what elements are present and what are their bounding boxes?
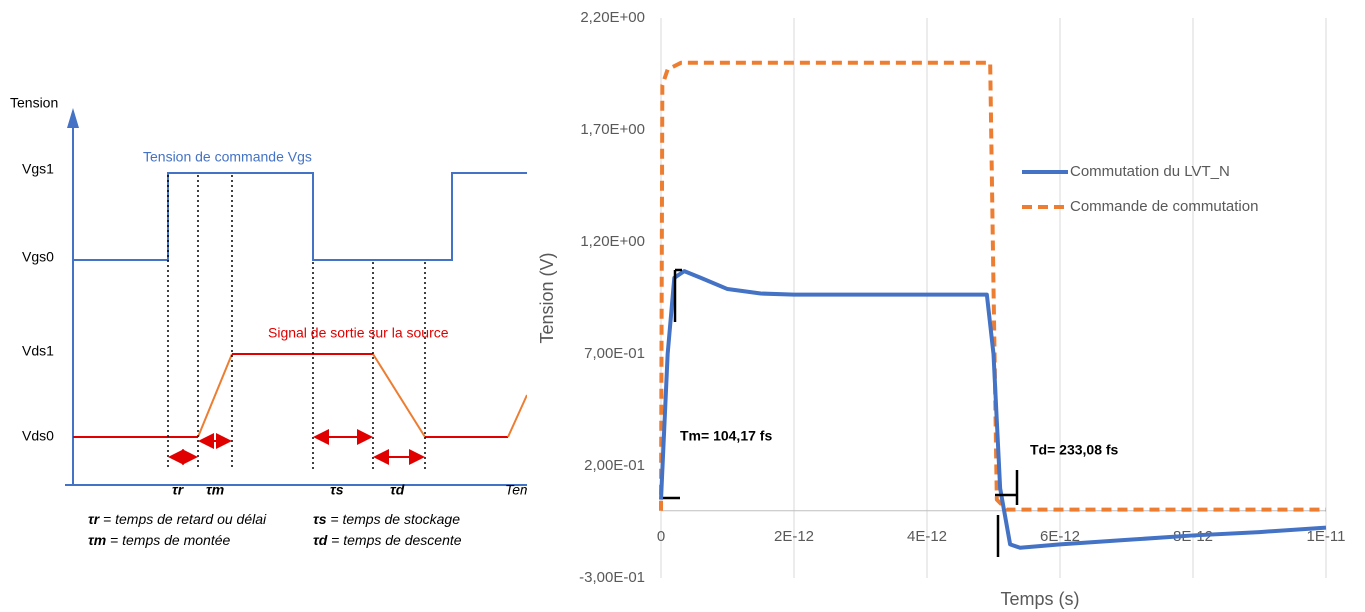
y-tick-label: 7,00E-01 bbox=[584, 345, 645, 362]
level-label: Vds0 bbox=[22, 428, 54, 444]
command-wave bbox=[73, 172, 527, 261]
x-axis-label: Temps (s) bbox=[1000, 589, 1079, 609]
annotation: Tm= 104,17 fs bbox=[680, 428, 772, 444]
diagram-x-label: Temps bbox=[505, 482, 547, 498]
chart: 0 2E-12 4E-12 6E-12 8E-12 1E-11-3,00E-012,00E… bbox=[537, 9, 1346, 609]
plot-layer: 0 2E-12 4E-12 6E-12 8E-12 1E-11-3,00E-012,00E… bbox=[579, 9, 1345, 586]
y-tick-label: -3,00E-01 bbox=[579, 569, 645, 586]
x-tick-label: 1E-11 bbox=[1307, 528, 1346, 545]
output-label: Signal de sortie sur la source bbox=[268, 325, 449, 341]
level-label: Vgs0 bbox=[22, 249, 54, 265]
interval-label: τd bbox=[390, 482, 405, 498]
legend-label: Commutation du LVT_N bbox=[1070, 163, 1230, 180]
output-wave bbox=[73, 353, 527, 438]
definition: τs = temps de stockage bbox=[313, 511, 460, 527]
legend-label: Commande de commutation bbox=[1070, 198, 1258, 215]
y-tick-label: 2,20E+00 bbox=[580, 9, 645, 26]
annotation: Td= 233,08 fs bbox=[1030, 442, 1119, 458]
interval-label: τs bbox=[330, 482, 344, 498]
x-tick-label: 6E-12 bbox=[1040, 528, 1080, 545]
command-label: Tension de commande Vgs bbox=[143, 149, 312, 165]
diagram-y-label: Tension bbox=[10, 95, 58, 111]
x-tick-label: 4E-12 bbox=[907, 528, 947, 545]
x-tick-label: 2E-12 bbox=[774, 528, 814, 545]
y-tick-label: 1,70E+00 bbox=[580, 121, 645, 138]
x-tick-label: 0 bbox=[657, 528, 665, 545]
definition: τd = temps de descente bbox=[313, 532, 462, 548]
definition: τr = temps de retard ou délai bbox=[88, 511, 267, 527]
y-tick-label: 2,00E-01 bbox=[584, 457, 645, 474]
definition: τm = temps de montée bbox=[88, 532, 231, 548]
interval-label: τm bbox=[206, 482, 224, 498]
series-line bbox=[659, 269, 1327, 550]
diagram: Tension Vgs1 Vgs0 Vds1 Vds0 Tension de c… bbox=[10, 95, 547, 548]
y-axis-label: Tension (V) bbox=[537, 252, 557, 343]
y-tick-label: 1,20E+00 bbox=[580, 233, 645, 250]
annotation-markers bbox=[663, 268, 1019, 557]
interval-label: τr bbox=[172, 482, 185, 498]
dotted-guides bbox=[167, 175, 426, 470]
level-label: Vgs1 bbox=[22, 161, 54, 177]
level-label: Vds1 bbox=[22, 343, 54, 359]
interval-arrows bbox=[168, 429, 425, 465]
